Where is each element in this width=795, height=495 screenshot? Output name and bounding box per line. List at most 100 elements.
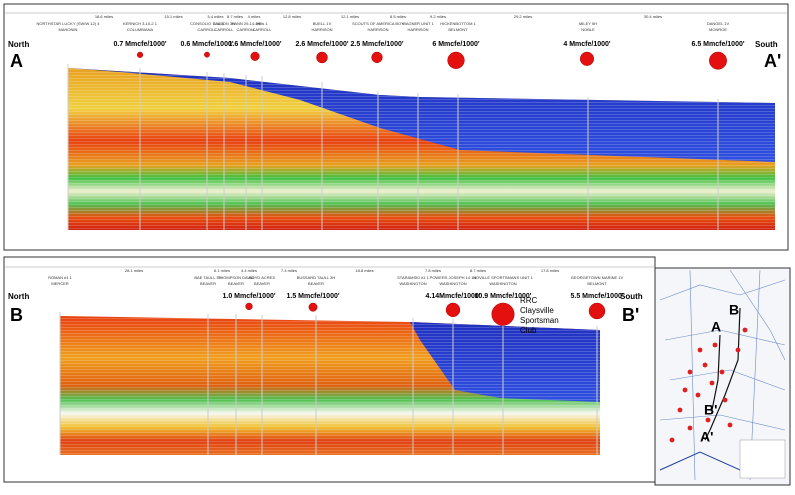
distance: 4.4 miles (241, 268, 257, 273)
texture (68, 68, 775, 230)
production-label: 6 Mmcfe/1000' (432, 41, 480, 48)
well-name: THOMPSON DAVID (218, 275, 254, 280)
distance: 15.1 miles (164, 14, 182, 19)
production-bubble (308, 302, 318, 312)
note-box: RRC Claysville Sportsman Club (520, 296, 559, 335)
note: RRC Claysville Sportsman Club (520, 296, 559, 335)
well-county: HARRISON (407, 27, 428, 32)
production-label: 4.14Mmcfe/1000' (426, 293, 481, 300)
map-lines (659, 269, 786, 481)
map-well (719, 369, 725, 375)
well-name: Mills 1 (256, 21, 268, 26)
map-label: A (711, 319, 721, 335)
map-well (727, 422, 733, 428)
map-legend (739, 439, 786, 479)
map-well (669, 437, 675, 443)
well-name: BAE TAULL 5H (194, 275, 221, 280)
distance: 8.5 miles (390, 14, 406, 19)
section-start: B (10, 305, 23, 325)
well-county: HARRISON (311, 27, 332, 32)
production-bubble (250, 51, 260, 61)
map-label: B (729, 302, 739, 318)
production-bubble (588, 302, 606, 320)
map-well (687, 425, 693, 431)
well-name: MILEY 5H (579, 21, 597, 26)
production-label: 1.0 Mmcfe/1000' (222, 293, 275, 300)
distance: 18.6 miles (95, 14, 113, 19)
well-name: SCOUTS OF AMERICA BOY (352, 21, 404, 26)
well-county: BEAVER (308, 281, 324, 286)
well-county: WASHINGTON (399, 281, 426, 286)
well-county: BEAVER (228, 281, 244, 286)
distance: 30.4 miles (644, 14, 662, 19)
well-county: COLUMBIANA (127, 27, 154, 32)
production-bubble (371, 51, 383, 64)
production-label: 0.6 Mmcfe/1000' (180, 41, 233, 48)
well-county: MAHONIN (59, 27, 78, 32)
production-label: 0.7 Mmcfe/1000' (113, 41, 166, 48)
section-line-a (704, 307, 741, 441)
south-label: South (620, 292, 643, 301)
production-label: 5.5 Mmcfe/1000' (570, 293, 623, 300)
production-bubble (136, 51, 144, 58)
map-well (722, 397, 728, 403)
distance: 8.7 miles (470, 268, 486, 273)
map-label: A' (700, 429, 713, 445)
texture (60, 316, 600, 455)
section-start: A (10, 51, 23, 71)
map-well (702, 362, 708, 368)
production-bubble (709, 51, 727, 70)
well-name: DANGEL 1V (707, 21, 730, 26)
well-name: NORTHSTAR LUCKY (SWIW 12) 4 (37, 21, 101, 26)
map-well (695, 392, 701, 398)
well-county: MERCER (51, 281, 68, 286)
well-county: CARROLL (215, 27, 235, 32)
production-bubble (579, 51, 595, 66)
distance: 9.2 miles (430, 14, 446, 19)
section-end: A' (764, 51, 781, 71)
well-name: KERNICH 3-10-2 1 (123, 21, 158, 26)
well-county: WASHINGTON (489, 281, 516, 286)
well-county: BEAVER (254, 281, 270, 286)
production-label: 1.5 Mmcfe/1000' (286, 293, 339, 300)
well-name: CONSOLIO 7-14-5 (190, 21, 225, 26)
map-well (735, 347, 741, 353)
well-county: MONROE (709, 27, 727, 32)
well-county: BELMONT (587, 281, 607, 286)
map-well (682, 387, 688, 393)
map-well (705, 417, 711, 423)
well-name: POWERS JOSEPH 14 1H (430, 275, 477, 280)
map-well (697, 347, 703, 353)
well-name: GEORGETOWN MARINE 1V (571, 275, 624, 280)
well-name: BOYD ACRES (249, 275, 275, 280)
well-county: BELMONT (448, 27, 468, 32)
distance: 7.8 miles (425, 268, 441, 273)
map-well (709, 380, 715, 386)
production-label: 4 Mmcfe/1000' (563, 41, 611, 48)
distance: 18.8 miles (355, 268, 373, 273)
map-well (712, 342, 718, 348)
production-bubble (316, 51, 328, 64)
distance: 28.1 miles (125, 268, 143, 273)
well-name: BUSSARD TAULL 3H (297, 275, 336, 280)
production-label: 6.5 Mmcfe/1000' (691, 41, 744, 48)
well-name: STARAMSKI #1 1 (397, 275, 429, 280)
north-label: North (8, 292, 29, 301)
distance: 5.4 miles (207, 14, 223, 19)
north-label: North (8, 40, 29, 49)
distance: 8.7 miles (227, 14, 243, 19)
well-name: HICKENBOTTOM 1 (440, 21, 476, 26)
well-name: WAGNER UNIT 1 (402, 21, 434, 26)
production-label: 10.9 Mmcfe/1000' (475, 293, 532, 300)
well-county: WASHINGTON (439, 281, 466, 286)
map-dots (669, 327, 748, 443)
map-well (687, 369, 693, 375)
well-county: HARRISON (367, 27, 388, 32)
distance: 4 miles (248, 14, 261, 19)
map-well (742, 327, 748, 333)
production-bubble (445, 302, 461, 318)
production-bubble (245, 302, 253, 311)
well-county: CARROLL (253, 27, 273, 32)
distance: 6.1 miles (214, 268, 230, 273)
